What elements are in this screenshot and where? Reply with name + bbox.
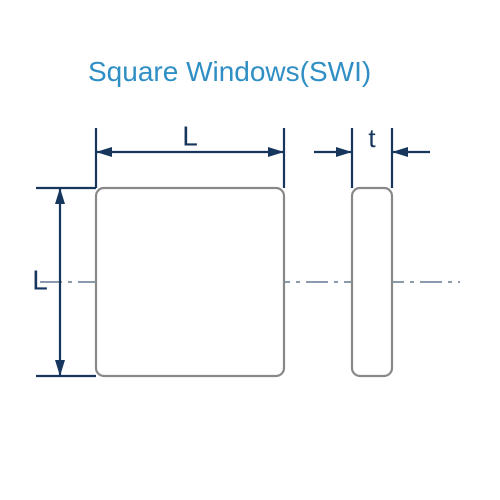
front-view-square [96, 188, 284, 376]
dim-t-arrow-left [336, 147, 352, 157]
dim-top-label: L [182, 120, 198, 151]
dim-left-label: L [32, 264, 48, 295]
dim-top-arrow-left [96, 147, 112, 157]
diagram-title: Square Windows(SWI) [88, 56, 371, 88]
dim-t-arrow-right [392, 147, 408, 157]
diagram-stage: Square Windows(SWI) L Lt [0, 0, 500, 500]
dim-left-arrow-top [55, 188, 65, 204]
dim-t-label: t [368, 123, 376, 153]
dim-top-arrow-right [268, 147, 284, 157]
dim-left-arrow-bottom [55, 360, 65, 376]
side-view-rect [352, 188, 392, 376]
